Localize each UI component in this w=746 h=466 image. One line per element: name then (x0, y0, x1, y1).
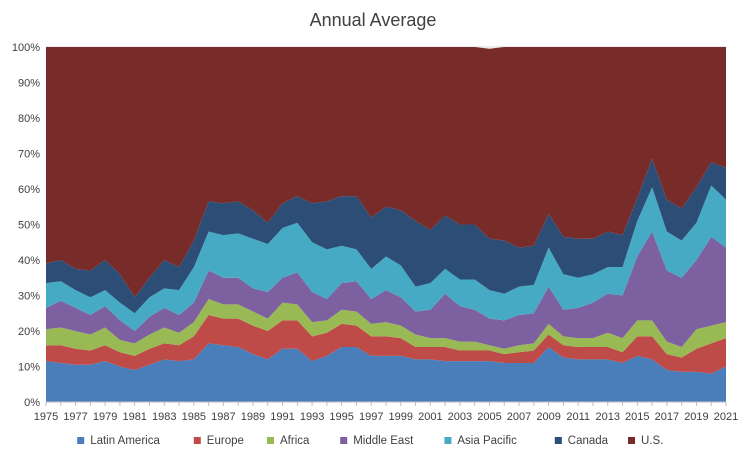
x-tick-label: 1985 (182, 411, 206, 423)
area-latin-america (46, 343, 726, 402)
x-tick-label: 2015 (625, 411, 649, 423)
legend-label: U.S. (641, 435, 663, 447)
legend-swatch (77, 437, 85, 444)
area-asia-pacific (46, 185, 726, 331)
x-tick-label: 2009 (536, 411, 560, 423)
area-u-s (46, 47, 726, 298)
area-africa (46, 299, 726, 358)
x-tick-label: 2013 (595, 411, 619, 423)
y-tick-label: 10% (18, 362, 40, 374)
y-tick-label: 100% (12, 42, 40, 54)
y-tick-label: 30% (18, 291, 40, 303)
legend-label: Africa (280, 435, 310, 447)
legend-label: Europe (207, 435, 244, 447)
x-tick-label: 2007 (507, 411, 531, 423)
area-europe (46, 315, 726, 374)
chart-title: Annual Average (309, 10, 437, 30)
legend-label: Canada (568, 435, 609, 447)
x-tick-label: 1983 (152, 411, 176, 423)
y-tick-label: 50% (18, 220, 40, 232)
legend-swatch (444, 437, 452, 444)
y-tick-label: 60% (18, 184, 40, 196)
x-tick-label: 1977 (63, 411, 87, 423)
y-tick-label: 40% (18, 255, 40, 267)
legend-swatch (628, 437, 635, 444)
x-tick-label: 1987 (211, 411, 235, 423)
legend-label: Latin America (90, 435, 160, 447)
legend: Latin America Europe Africa Middle East Asia… (77, 435, 663, 447)
legend-swatch (193, 437, 201, 444)
x-tick-label: 2001 (418, 411, 442, 423)
x-tick-label: 1991 (270, 411, 294, 423)
area-middle-east (46, 231, 726, 349)
x-tick-label: 1975 (34, 411, 58, 423)
x-tick-label: 1997 (359, 411, 383, 423)
y-tick-label: 80% (18, 113, 40, 125)
x-tick-label: 1993 (300, 411, 324, 423)
x-tick-label: 2017 (655, 411, 679, 423)
x-tick-label: 1981 (122, 411, 146, 423)
x-tick-label: 1979 (93, 411, 117, 423)
x-tick-label: 1995 (329, 411, 353, 423)
x-tick-label: 2021 (714, 411, 738, 423)
legend-label: Asia Pacific (457, 435, 517, 447)
y-tick-label: 70% (18, 149, 40, 161)
x-tick-label: 2019 (684, 411, 708, 423)
y-tick-label: 20% (18, 326, 40, 338)
x-tick-label: 1999 (389, 411, 413, 423)
x-tick-label: 2003 (448, 411, 472, 423)
area-series-group (46, 47, 726, 402)
area-canada (46, 158, 726, 314)
x-tick-label: 2005 (477, 411, 501, 423)
legend-label: Middle East (353, 435, 414, 447)
y-tick-label: 0% (24, 397, 40, 409)
legend-swatch (267, 437, 274, 444)
x-tick-label: 1989 (241, 411, 265, 423)
y-tick-label: 90% (18, 78, 40, 90)
legend-swatch (340, 437, 348, 444)
x-tick-label: 2011 (566, 411, 590, 423)
legend-swatch (554, 437, 562, 444)
axes: 0% 10% 20% 30% 40% 50% 60% 70% 80% 90% 100% 1975 197… (12, 42, 738, 423)
